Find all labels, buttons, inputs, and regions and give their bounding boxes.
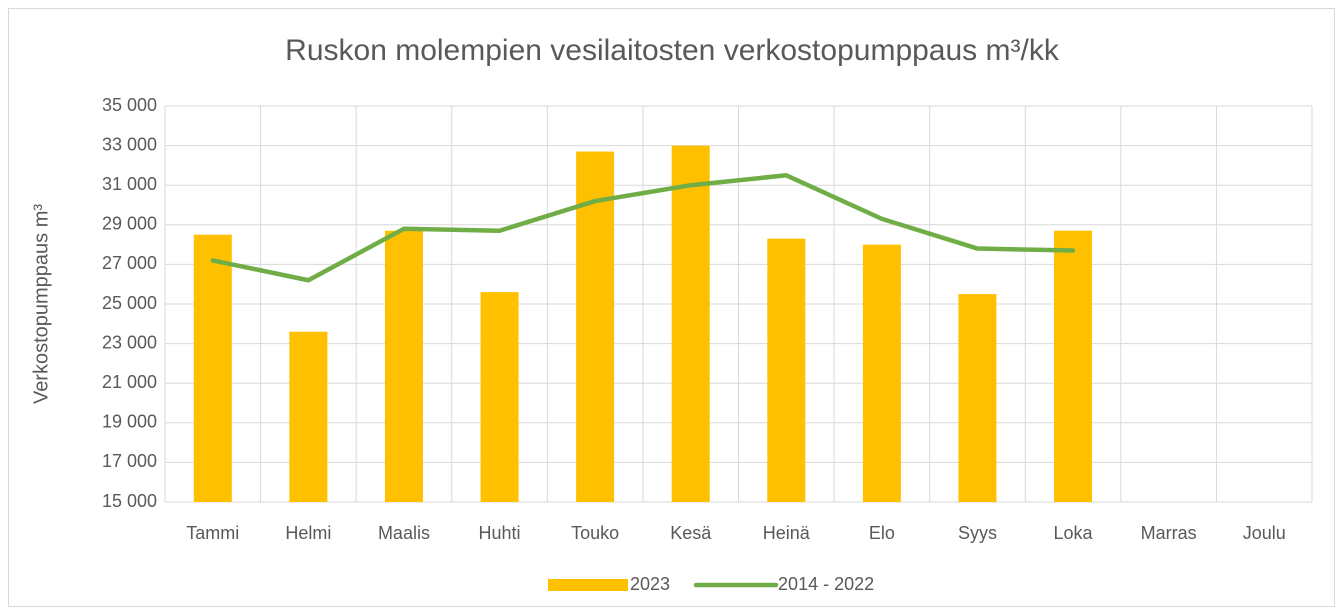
x-tick-label: Syys [958, 523, 997, 543]
y-axis-label: Verkostopumppaus m³ [30, 204, 52, 404]
bar [384, 230, 423, 503]
bar [576, 151, 615, 503]
chart-title: Ruskon molempien vesilaitosten verkostop… [285, 34, 1060, 67]
y-tick-label: 29 000 [102, 214, 157, 234]
bar [480, 292, 519, 502]
bar [193, 234, 232, 502]
bar [1054, 230, 1093, 503]
y-tick-label: 35 000 [102, 95, 157, 115]
legend-label: 2023 [630, 574, 670, 594]
bar [767, 238, 806, 502]
bar [862, 244, 901, 502]
y-tick-label: 17 000 [102, 451, 157, 471]
x-tick-label: Kesä [670, 523, 712, 543]
y-tick-label: 33 000 [102, 134, 157, 154]
x-tick-label: Touko [571, 523, 619, 543]
x-tick-label: Maalis [378, 523, 430, 543]
legend-swatch [548, 579, 628, 591]
x-tick-label: Elo [869, 523, 895, 543]
x-tick-label: Loka [1054, 523, 1094, 543]
y-tick-label: 19 000 [102, 412, 157, 432]
y-tick-label: 31 000 [102, 174, 157, 194]
y-tick-label: 23 000 [102, 332, 157, 352]
line [210, 173, 1076, 283]
x-tick-label: Marras [1141, 523, 1197, 543]
x-tick-label: Helmi [285, 523, 331, 543]
x-tick-label: Tammi [186, 523, 239, 543]
x-tick-label: Joulu [1243, 523, 1286, 543]
bar [671, 145, 710, 502]
y-tick-label: 25 000 [102, 293, 157, 313]
bar [289, 331, 328, 502]
x-tick-label: Heinä [763, 523, 811, 543]
y-tick-label: 15 000 [102, 491, 157, 511]
x-tick-label: Huhti [479, 523, 521, 543]
y-tick-label: 27 000 [102, 253, 157, 273]
y-tick-label: 21 000 [102, 372, 157, 392]
legend-label: 2014 - 2022 [778, 574, 874, 594]
bar [958, 294, 997, 502]
